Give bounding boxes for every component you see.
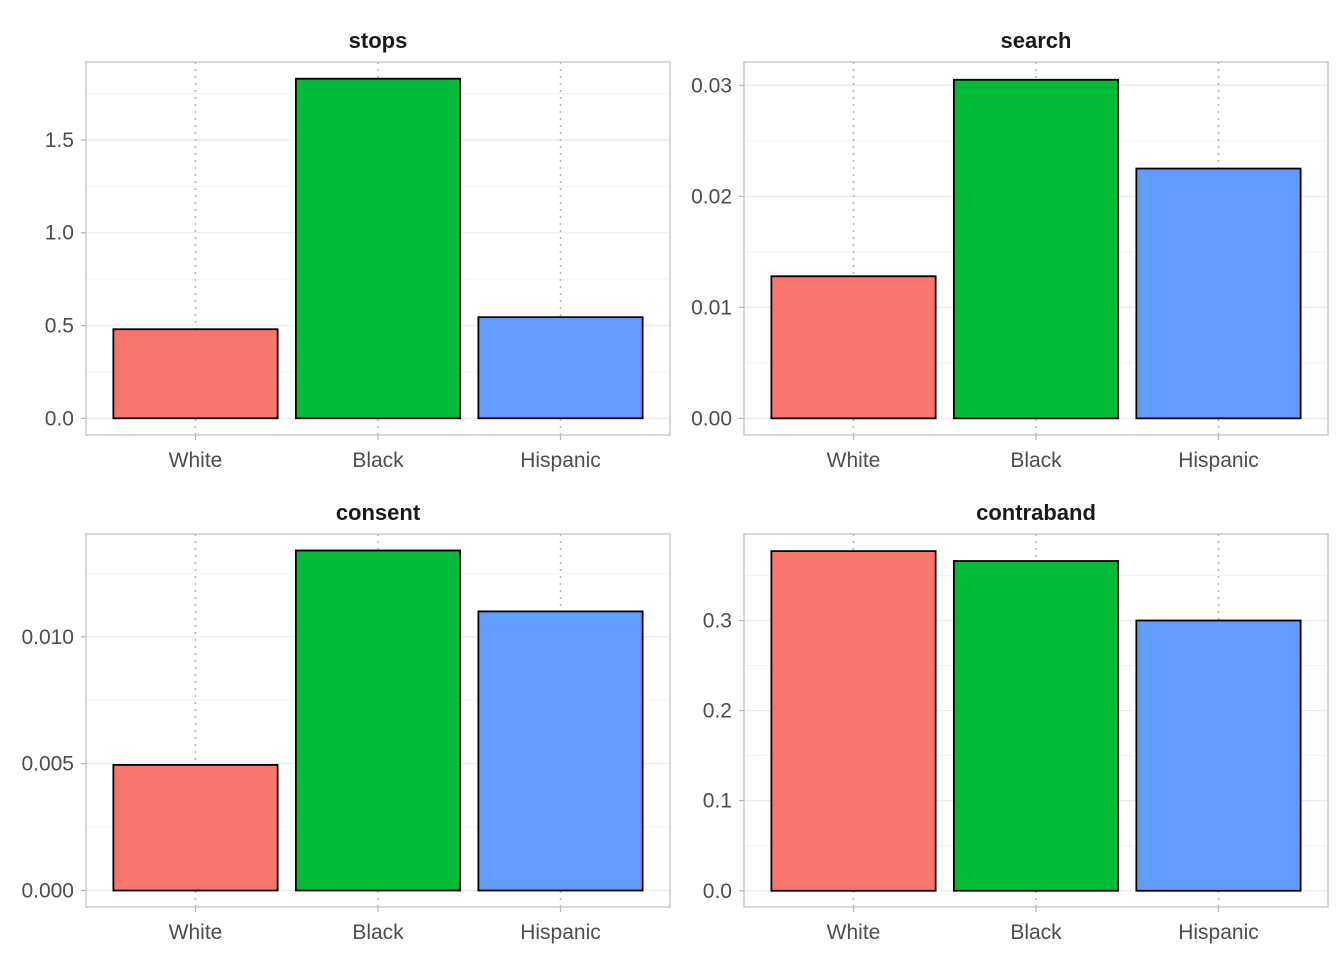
x-tick-label: White <box>827 921 881 944</box>
y-tick-label: 0.005 <box>21 753 74 776</box>
y-tick-label: 0.01 <box>691 296 732 319</box>
y-tick-label: 0.0 <box>703 880 732 903</box>
panel-title: contraband <box>976 500 1096 525</box>
bar-hispanic <box>1135 167 1302 420</box>
bar-hispanic <box>477 316 644 420</box>
y-tick-label: 0.02 <box>691 185 732 208</box>
x-tick-label: Hispanic <box>520 921 601 944</box>
x-tick-label: Black <box>1010 449 1062 472</box>
y-tick-label: 1.5 <box>45 129 74 152</box>
y-tick-label: 0.00 <box>691 407 732 430</box>
panel-title: search <box>1001 28 1072 53</box>
y-tick-label: 1.0 <box>45 222 74 245</box>
panel-consent: 0.000 0.005 0.010 White Black Hispanic consent <box>21 500 671 944</box>
y-tick-label: 0.1 <box>703 790 732 813</box>
x-tick-label: Hispanic <box>1178 921 1259 944</box>
x-tick-label: White <box>169 449 223 472</box>
y-tick-label: 0.000 <box>21 880 74 903</box>
bar-white <box>770 550 937 892</box>
bar-hispanic <box>1135 619 1302 892</box>
y-tick-label: 0.5 <box>45 315 74 338</box>
bar-white <box>770 275 937 420</box>
bar-black <box>294 77 462 420</box>
y-tick-label: 0.0 <box>45 407 74 430</box>
y-tick-label: 0.2 <box>703 700 732 723</box>
panel-stops: 0.0 0.5 1.0 1.5 White Black Hispanic stops <box>45 28 671 472</box>
x-tick-label: Black <box>1010 921 1062 944</box>
bar-black <box>952 560 1120 892</box>
bar-white <box>112 764 279 892</box>
panel-contraband: 0.0 0.1 0.2 0.3 White Black Hispanic contraband <box>703 500 1329 944</box>
x-tick-label: White <box>827 449 881 472</box>
bar-white <box>112 328 279 420</box>
y-tick-label: 0.3 <box>703 609 732 632</box>
bar-black <box>294 549 462 892</box>
x-tick-label: Hispanic <box>1178 449 1259 472</box>
x-tick-label: Hispanic <box>520 449 601 472</box>
x-tick-label: White <box>169 921 223 944</box>
panel-title: stops <box>349 28 408 53</box>
x-tick-label: Black <box>352 921 404 944</box>
panel-search: 0.00 0.01 0.02 0.03 White Black Hispanic search <box>691 28 1329 472</box>
bar-hispanic <box>477 610 644 892</box>
y-tick-label: 0.010 <box>21 626 74 649</box>
bar-black <box>952 78 1120 420</box>
y-tick-label: 0.03 <box>691 74 732 97</box>
x-tick-label: Black <box>352 449 404 472</box>
panel-title: consent <box>336 500 421 525</box>
